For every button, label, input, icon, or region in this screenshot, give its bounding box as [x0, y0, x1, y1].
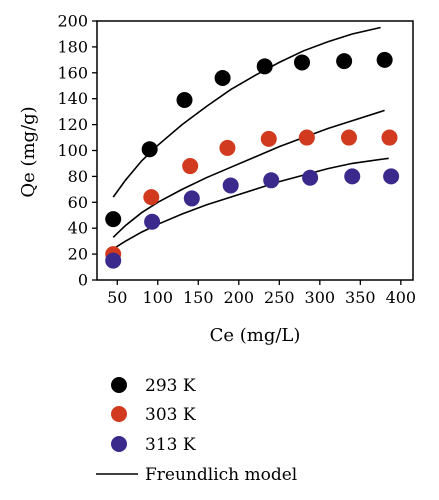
x-tick-label: 300: [305, 288, 336, 307]
x-tick-label: 400: [386, 288, 417, 307]
fit-line-293k: [112, 26, 381, 198]
x-tick-label: 200: [224, 288, 255, 307]
legend-marker-303k: [111, 406, 127, 422]
data-point-293k: [376, 51, 393, 68]
data-point-313k: [183, 190, 200, 207]
data-point-313k: [144, 213, 161, 230]
data-point-293k: [105, 211, 122, 228]
legend-label-303k: 303 K: [145, 405, 196, 425]
legend: 293 K 303 K 313 K Freundlich model: [96, 376, 297, 485]
data-point-313k: [105, 252, 122, 269]
y-tick-label: 100: [57, 141, 88, 160]
data-point-303k: [381, 129, 398, 146]
y-tick-label: 180: [57, 37, 88, 56]
data-points: [105, 51, 400, 269]
data-point-303k: [219, 139, 236, 156]
y-tick-label: 20: [68, 245, 88, 264]
data-point-313k: [344, 168, 361, 185]
legend-marker-313k: [111, 436, 127, 452]
data-point-303k: [260, 130, 277, 147]
y-tick-label: 40: [68, 219, 88, 238]
y-tick-label: 120: [57, 115, 88, 134]
data-point-293k: [256, 58, 273, 75]
fit-line-303k: [112, 109, 385, 238]
x-axis-label: Ce (mg/L): [210, 325, 301, 346]
x-tick-label: 250: [264, 288, 295, 307]
legend-marker-293k: [111, 377, 127, 393]
data-point-313k: [302, 169, 319, 186]
y-tick-label: 140: [57, 89, 88, 108]
y-tick-label: 0: [78, 271, 88, 290]
y-axis-label: Qe (mg/g): [18, 106, 39, 197]
data-point-293k: [293, 54, 310, 71]
data-point-313k: [383, 168, 400, 185]
data-point-313k: [222, 177, 239, 194]
y-tick-label: 200: [57, 12, 88, 31]
fit-line-313k: [112, 157, 389, 250]
data-point-303k: [143, 189, 160, 206]
y-tick-label: 60: [68, 193, 88, 212]
x-tick-label: 100: [142, 288, 173, 307]
data-point-293k: [214, 69, 231, 86]
legend-label-293k: 293 K: [145, 376, 196, 396]
data-point-313k: [263, 172, 280, 189]
y-tick-label: 160: [57, 63, 88, 82]
data-point-303k: [298, 129, 315, 146]
data-point-293k: [176, 91, 193, 108]
fit-lines: [112, 26, 389, 250]
data-point-303k: [340, 129, 357, 146]
data-point-303k: [182, 158, 199, 175]
legend-label-freundlich: Freundlich model: [145, 465, 297, 485]
x-tick-label: 350: [345, 288, 376, 307]
x-tick-label: 150: [183, 288, 214, 307]
y-tick-label: 80: [68, 167, 88, 186]
x-tick-label: 50: [107, 288, 127, 307]
data-point-293k: [336, 53, 353, 70]
data-point-293k: [141, 141, 158, 158]
axes: 50 100 150 200 250 300 350 400 0 20 40 60 80 100 120 14…: [57, 12, 416, 308]
legend-label-313k: 313 K: [145, 435, 196, 455]
